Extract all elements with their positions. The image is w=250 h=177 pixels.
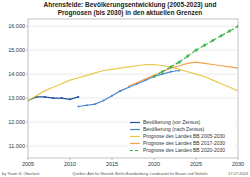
x-tick-label: 2010 bbox=[64, 161, 76, 167]
credit: by Team G. Oberlack bbox=[2, 171, 40, 176]
legend-swatch bbox=[130, 136, 140, 137]
series-line bbox=[129, 62, 238, 86]
series-line bbox=[154, 26, 238, 76]
point bbox=[203, 44, 207, 48]
y-tick-label: 15.000 bbox=[8, 47, 25, 53]
chart-svg: 11.000 12.000 13.000 14.000 15.000 16.000 2005… bbox=[0, 0, 250, 177]
point bbox=[77, 105, 79, 107]
point bbox=[111, 95, 113, 97]
y-tick-label: 11.000 bbox=[9, 143, 25, 149]
point bbox=[228, 29, 232, 33]
x-tick-label: 2025 bbox=[190, 161, 202, 167]
x-tick-label: 2020 bbox=[148, 161, 160, 167]
y-tick-label: 16.000 bbox=[8, 23, 25, 29]
point bbox=[44, 96, 46, 98]
y-tick-label: 13.000 bbox=[8, 95, 25, 101]
grid-line bbox=[28, 50, 238, 51]
y-tick bbox=[26, 74, 28, 75]
point bbox=[177, 60, 181, 64]
legend-label: Prognose des Landes BB 2020-2030 bbox=[143, 147, 225, 153]
title: Ahrensfelde: Bevölkerungsentwicklung (20… bbox=[30, 1, 230, 16]
point bbox=[152, 75, 156, 79]
plot-frame bbox=[28, 19, 238, 158]
chart: Ahrensfelde: Bevölkerungsentwicklung (20… bbox=[0, 0, 250, 177]
legend-swatch bbox=[130, 122, 140, 123]
point bbox=[86, 104, 88, 106]
legend-swatch bbox=[130, 129, 140, 130]
grid-line bbox=[28, 26, 238, 27]
legend-swatch bbox=[130, 143, 140, 144]
point bbox=[52, 97, 54, 99]
point bbox=[128, 86, 130, 88]
legend-label: Bevölkerung (nach Zensus) bbox=[143, 126, 204, 132]
date: 17.07.2024 bbox=[228, 171, 249, 176]
point bbox=[103, 99, 105, 101]
grid-line bbox=[28, 74, 238, 75]
y-tick-label: 12.000 bbox=[8, 119, 25, 125]
x-tick-label: 2005 bbox=[22, 161, 34, 167]
legend-label: Prognose des Landes BB 2005-2030 bbox=[143, 133, 225, 139]
point bbox=[169, 65, 173, 69]
y-tick bbox=[26, 98, 28, 99]
y-tick bbox=[26, 50, 28, 51]
y-tick bbox=[26, 122, 28, 123]
point bbox=[219, 34, 223, 38]
point bbox=[211, 39, 215, 43]
legend-swatch bbox=[130, 150, 140, 151]
y-tick bbox=[26, 146, 28, 147]
point bbox=[236, 24, 238, 28]
x-tick-label: 2030 bbox=[232, 161, 244, 167]
y-tick-label: 14.000 bbox=[8, 71, 25, 77]
point bbox=[194, 48, 198, 52]
legend-box bbox=[128, 118, 235, 155]
point bbox=[161, 70, 165, 74]
series-group bbox=[28, 24, 238, 107]
legend-label: Prognose des Landes BB 2017-2030 bbox=[143, 140, 225, 146]
series-line bbox=[78, 71, 179, 107]
point bbox=[77, 96, 79, 98]
legend-label: Bevölkerung (vor Zensus) bbox=[143, 119, 201, 125]
point bbox=[69, 98, 71, 100]
series-line bbox=[28, 65, 238, 101]
y-tick bbox=[26, 26, 28, 27]
point bbox=[170, 71, 172, 73]
point bbox=[186, 54, 190, 58]
x-tick-label: 2015 bbox=[106, 161, 118, 167]
point bbox=[94, 103, 96, 105]
source: Quellen: Amt für Statistik Berlin-Brande… bbox=[72, 172, 208, 176]
point bbox=[61, 97, 63, 99]
point bbox=[119, 90, 121, 92]
point bbox=[153, 76, 155, 78]
